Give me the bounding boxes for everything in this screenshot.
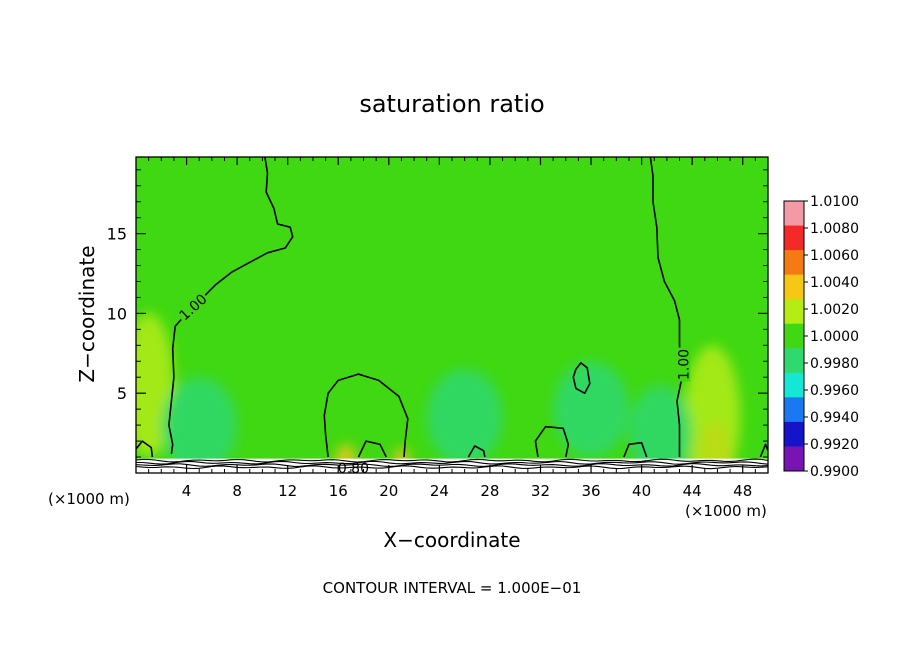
x-tick-label: 12 [278, 482, 297, 500]
contour-1-00-6 [623, 441, 648, 458]
colorbar-swatch [784, 372, 804, 398]
heatmap-field [136, 157, 768, 473]
colorbar-label: 0.9940 [810, 410, 859, 426]
x-tick-label: 44 [683, 482, 702, 500]
colorbar-swatch [784, 225, 804, 251]
colorbar-label: 1.0040 [810, 275, 859, 291]
contour-1-00-5 [136, 440, 154, 458]
contour-label-1: 1.00 [675, 347, 692, 382]
x-tick-label: 32 [531, 482, 550, 500]
contour-1-00-8 [357, 440, 388, 458]
field-anomaly-7 [426, 369, 503, 466]
x-tick-label: 28 [480, 482, 499, 500]
colorbar: 1.0100 1.0080 1.0060 1.0040 1.0020 1.0000 0.99… [783, 194, 859, 480]
y-tick-label: 10 [107, 304, 127, 323]
colorbar-label: 0.9920 [810, 437, 859, 453]
x-tick-label: 48 [733, 482, 752, 500]
x-unit-left: (×1000 m) [48, 490, 130, 508]
colorbar-swatch [784, 201, 804, 227]
x-axis-label: X−coordinate [383, 528, 520, 552]
contour-1-00-2 [323, 373, 409, 458]
terrain-contour-3 [136, 465, 768, 470]
colorbar-label: 1.0100 [810, 194, 859, 210]
colorbar-swatch [784, 421, 804, 447]
field-anomaly-1 [684, 345, 741, 473]
contour-lines [136, 157, 768, 458]
contour-1-00-3 [534, 425, 570, 458]
field-anomaly-8 [553, 361, 629, 458]
contour-label-text: 0.80 [338, 461, 369, 477]
colorbar-swatch [784, 250, 804, 276]
y-tick-label: 15 [107, 225, 127, 244]
contour-label-bg [174, 289, 211, 324]
colorbar-label: 0.9980 [810, 356, 859, 372]
colorbar-label: 1.0080 [810, 221, 859, 237]
x-tick-label: 24 [430, 482, 449, 500]
x-tick-label: 4 [182, 482, 192, 500]
colorbar-swatch [784, 299, 804, 325]
contour-label-bg [675, 347, 691, 382]
colorbar-label: 1.0020 [810, 302, 859, 318]
x-tick-label: 36 [581, 482, 600, 500]
colorbar-swatch [784, 323, 804, 349]
contour-label-2: 0.80 [338, 461, 369, 477]
contour-interval-note: CONTOUR INTERVAL = 1.000E−01 [323, 579, 582, 597]
terrain-contour-0 [136, 458, 768, 463]
colorbar-swatch [784, 446, 804, 472]
x-tick-label: 40 [632, 482, 651, 500]
colorbar-label: 0.9900 [810, 464, 859, 480]
colorbar-label: 1.0000 [810, 329, 859, 345]
contour-label-text: 1.00 [676, 349, 692, 380]
contour-1-00-7 [467, 445, 486, 458]
y-tick-label: 5 [117, 384, 127, 403]
contour-1-00-9 [759, 443, 768, 458]
colorbar-swatch [784, 274, 804, 300]
field-anomaly-3 [161, 377, 238, 473]
y-axis-label: Z−coordinate [75, 245, 99, 382]
x-tick-label: 20 [379, 482, 398, 500]
colorbar-label: 1.0060 [810, 248, 859, 264]
contour-1-00-0 [168, 157, 294, 454]
terrain-contour-1 [136, 460, 768, 465]
chart-title: saturation ratio [359, 90, 544, 118]
x-unit-right: (×1000 m) [685, 502, 767, 520]
terrain-contour-2 [136, 463, 768, 467]
x-tick-label: 8 [232, 482, 242, 500]
contour-1-00-4 [572, 362, 591, 394]
terrain-surface [136, 458, 768, 473]
colorbar-swatch [784, 397, 804, 423]
x-tick-label: 16 [329, 482, 348, 500]
colorbar-label: 0.9960 [810, 383, 859, 399]
contour-1-00-1 [649, 157, 683, 457]
colorbar-swatch [784, 348, 804, 374]
